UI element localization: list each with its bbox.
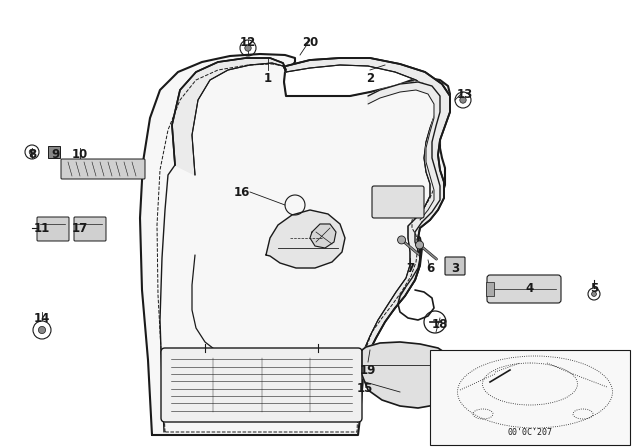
Circle shape [415,241,424,249]
Circle shape [460,97,466,103]
FancyBboxPatch shape [74,217,106,241]
Text: 5: 5 [590,281,598,294]
Text: 13: 13 [457,89,473,102]
Text: 1: 1 [264,72,272,85]
Text: 14: 14 [34,311,50,324]
Text: 7: 7 [406,262,414,275]
Text: 2: 2 [366,72,374,85]
Circle shape [591,292,596,297]
Polygon shape [310,224,336,248]
Text: 6: 6 [426,262,434,275]
FancyBboxPatch shape [61,159,145,179]
Polygon shape [362,342,456,408]
FancyBboxPatch shape [372,186,424,218]
Text: 00'0C'207: 00'0C'207 [508,428,552,437]
Text: 8: 8 [28,148,36,161]
Polygon shape [286,58,450,354]
Text: 10: 10 [72,148,88,161]
Polygon shape [172,58,286,175]
FancyBboxPatch shape [487,275,561,303]
Text: 20: 20 [302,35,318,48]
Text: 18: 18 [432,319,448,332]
FancyBboxPatch shape [37,217,69,241]
Text: 12: 12 [240,35,256,48]
Circle shape [245,45,251,51]
Text: 19: 19 [360,363,376,376]
Text: 17: 17 [72,221,88,234]
Text: 15: 15 [357,382,373,395]
Bar [486,282,494,296]
Circle shape [29,149,35,155]
Polygon shape [368,82,440,222]
Bar [48,146,60,158]
Text: 16: 16 [234,185,250,198]
FancyBboxPatch shape [161,348,362,422]
Circle shape [397,236,406,244]
Polygon shape [140,54,450,435]
Text: 4: 4 [526,281,534,294]
Bar [430,350,630,445]
Text: 11: 11 [34,221,50,234]
Circle shape [38,327,45,334]
FancyBboxPatch shape [445,257,465,275]
Text: 3: 3 [451,262,459,275]
Text: 9: 9 [51,148,59,161]
Polygon shape [266,210,345,268]
